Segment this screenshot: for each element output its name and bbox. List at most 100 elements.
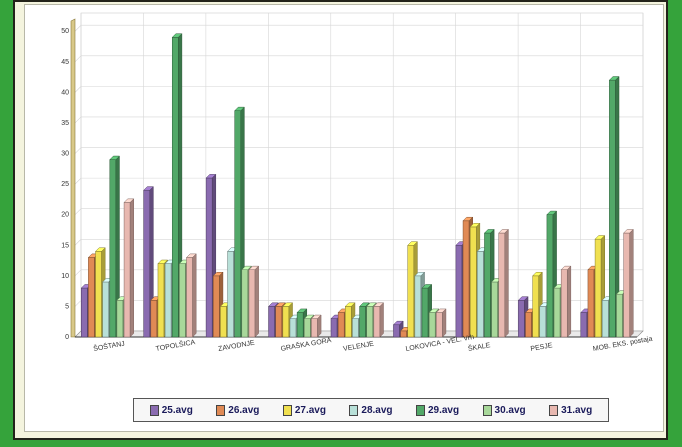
legend-swatch: [282, 404, 292, 416]
bar-front: [498, 232, 506, 338]
legend-item: 27.avg: [282, 404, 326, 416]
bar-front: [109, 159, 117, 338]
bar: [623, 228, 634, 338]
legend-label: 27.avg: [294, 404, 326, 416]
bar-front: [88, 257, 95, 338]
gridline-diag: [74, 25, 82, 32]
bar-front: [477, 251, 484, 338]
y-tick-label: 25: [61, 181, 69, 188]
x-tick-label: ZAVODNJE: [218, 340, 256, 353]
y-tick-label: 10: [61, 273, 69, 280]
x-tick-label: ŠKALE: [467, 340, 491, 353]
legend-label: 25.avg: [161, 404, 193, 416]
x-tick-label: VELENJE: [343, 341, 375, 353]
y-axis: [70, 18, 76, 338]
y-tick-label: 5: [65, 303, 69, 310]
x-tick-label: MOB. EKS. postaja: [592, 336, 653, 353]
bar-front: [150, 300, 158, 338]
bar-front: [186, 257, 193, 338]
bar-front: [345, 306, 352, 338]
bar-front: [553, 287, 561, 338]
bar-front: [546, 214, 554, 338]
bar-front: [609, 79, 616, 338]
bar-front: [580, 312, 588, 338]
bar: [185, 253, 197, 338]
bar-front: [143, 189, 151, 338]
bar-front: [234, 110, 241, 338]
bar-front: [587, 269, 595, 338]
bar-front: [213, 275, 220, 338]
bar-front: [436, 312, 443, 338]
legend-label: 28.avg: [361, 404, 393, 416]
bar-front: [484, 232, 491, 338]
bar-side: [504, 228, 509, 338]
y-tick-label: 20: [61, 212, 69, 219]
chart-panel: 0 5 10 15 20 25 30 35 40 45 50 ŠOŠTANJ TOPOLŠICA ZAVO…: [24, 4, 664, 432]
x-tick-label: GRAŠKA GORA: [280, 335, 332, 353]
bar-front: [164, 263, 172, 338]
gridline-diag: [74, 55, 82, 63]
y-tick-label: 35: [61, 120, 69, 127]
legend-label: 31.avg: [561, 404, 593, 416]
bar-front: [102, 281, 109, 338]
bar-front: [116, 300, 124, 338]
bar-front: [366, 306, 374, 338]
bar-front: [359, 306, 366, 338]
bar-front: [594, 238, 602, 338]
bar-front: [428, 312, 436, 338]
legend-swatch: [415, 404, 425, 416]
legend-swatch: [149, 404, 159, 416]
bar-front: [525, 312, 532, 338]
bar-front: [80, 287, 88, 338]
legend-swatch: [482, 404, 492, 416]
legend-swatch: [349, 404, 359, 416]
bar-front: [455, 245, 463, 338]
bar-front: [304, 318, 311, 338]
bar: [123, 198, 135, 338]
bar-front: [462, 220, 470, 338]
bar-front: [491, 281, 498, 338]
bar-front: [282, 306, 290, 338]
bar-front: [373, 306, 381, 338]
bar-side: [566, 265, 572, 338]
x-tick-label: PESJE: [530, 342, 553, 353]
bar: [435, 308, 447, 338]
bar-front: [248, 269, 256, 338]
gridline-diag: [74, 239, 82, 246]
chart-legend: 25.avg 26.avg 27.avg 28.avg 29.avg 30.avg 31.a…: [133, 398, 609, 422]
bar-front: [179, 263, 186, 338]
bar-front: [171, 37, 179, 338]
gridline-diag: [74, 86, 82, 93]
bar-side: [379, 302, 384, 338]
gridline-diag: [74, 208, 82, 215]
legend-swatch: [216, 404, 226, 416]
bar-front: [337, 312, 345, 338]
bar: [310, 314, 322, 338]
bar-side: [317, 314, 322, 338]
bar-front: [469, 226, 477, 338]
y-tick-label: 50: [61, 28, 69, 35]
gridline-diag: [74, 116, 82, 124]
gridline-diag: [74, 177, 82, 185]
bar-front: [421, 287, 429, 338]
gridline-diag: [74, 300, 82, 307]
bar-front: [623, 232, 630, 338]
bar-front: [539, 306, 547, 338]
bar-front: [289, 318, 297, 338]
x-tick-label: ŠOŠTANJ: [93, 339, 126, 353]
bar-side: [254, 265, 259, 338]
legend-item: 28.avg: [349, 404, 393, 416]
bars-layer: [80, 33, 634, 338]
bar-front: [601, 300, 609, 338]
legend-swatch: [549, 404, 559, 416]
legend-item: 31.avg: [549, 404, 593, 416]
legend-label: 30.avg: [494, 404, 526, 416]
y-tick-label: 45: [61, 59, 69, 66]
gridline-diag: [74, 147, 82, 154]
bar-front: [311, 318, 318, 338]
bar-front: [518, 300, 525, 338]
bar-front: [227, 251, 234, 338]
bar-side: [442, 308, 447, 338]
bar: [373, 302, 385, 338]
bar-front: [157, 263, 165, 338]
